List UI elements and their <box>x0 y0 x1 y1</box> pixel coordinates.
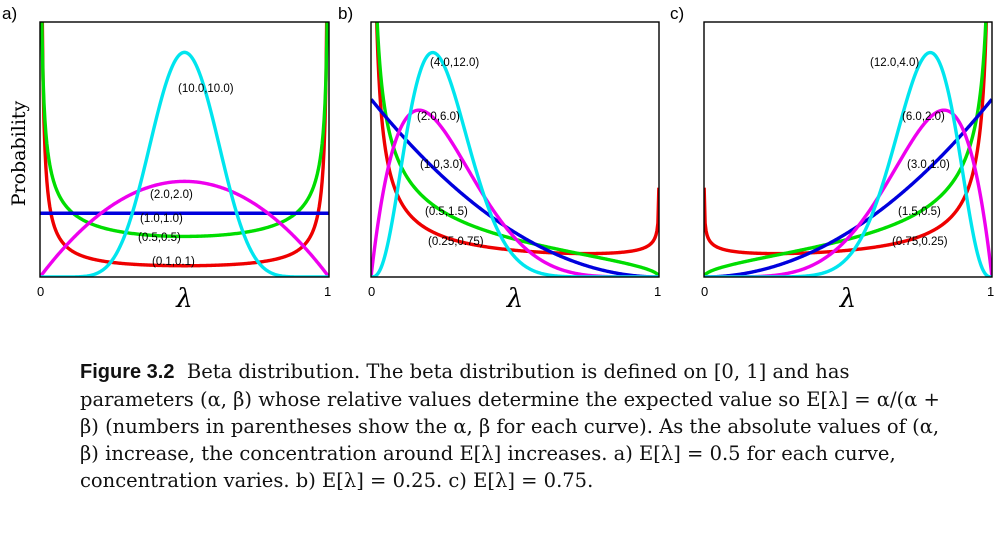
series-line--4-0-12-0- <box>371 50 659 277</box>
series-label: (0.1,0.1) <box>152 256 195 268</box>
x-axis-label: λ <box>175 284 192 314</box>
series-line--0-5-1-5- <box>375 22 659 277</box>
series-line--1-5-0-5- <box>704 22 988 277</box>
series-label: (0.25,0.75) <box>428 236 484 248</box>
caption-label: Figure 3.2 <box>80 361 175 383</box>
caption-text: Beta distribution. The beta distribution… <box>80 360 940 492</box>
series-label: (2.0,2.0) <box>150 189 193 201</box>
plot-frame <box>370 21 660 278</box>
plot-frame <box>39 21 330 278</box>
figure-caption: Figure 3.2 Beta distribution. The beta d… <box>80 358 940 494</box>
series-label: (6.0,2.0) <box>902 111 945 123</box>
series-label: (4.0,12.0) <box>430 57 479 69</box>
series-line--0-1-0-1- <box>40 22 329 268</box>
series-label: (1.5,0.5) <box>898 206 941 218</box>
series-label: (12.0,4.0) <box>870 57 919 69</box>
series-line--3-0-1-0- <box>704 98 992 277</box>
series-line--2-0-2-0- <box>40 179 329 277</box>
x-tick-label-0: 0 <box>368 284 375 299</box>
x-tick-label-0: 0 <box>701 284 708 299</box>
panel-label: b) <box>338 4 353 23</box>
x-tick-label-1: 1 <box>987 284 994 299</box>
series-label: (0.5,1.5) <box>425 206 468 218</box>
panel-label: a) <box>2 4 17 23</box>
series-label: (3.0,1.0) <box>907 159 950 171</box>
x-tick-label-1: 1 <box>654 284 661 299</box>
plot-frame <box>703 21 993 278</box>
series-line--10-0-10-0- <box>40 50 329 277</box>
x-axis-label: λ <box>839 284 856 314</box>
x-tick-label-1: 1 <box>324 284 331 299</box>
x-axis-label: λ <box>506 284 523 314</box>
series-label: (0.5,0.5) <box>138 232 181 244</box>
y-axis-label: Probability <box>8 100 30 206</box>
series-line--1-0-3-0- <box>371 98 659 277</box>
series-label: (10.0,10.0) <box>178 83 234 95</box>
series-line--0-75-0-25- <box>704 22 988 256</box>
series-label: (1.0,3.0) <box>420 159 463 171</box>
series-line--12-0-4-0- <box>704 50 992 277</box>
figure-panels: (0.1,0.1) (0.5,0.5) (1.0,1.0) (2.0,2.0) (10.… <box>2 4 994 314</box>
series-label: (0.75,0.25) <box>892 236 948 248</box>
series-label: (2.0,6.0) <box>417 111 460 123</box>
series-line--0-25-0-75- <box>375 22 659 256</box>
panel-label: c) <box>670 4 684 23</box>
series-label: (1.0,1.0) <box>140 213 183 225</box>
x-tick-label-0: 0 <box>37 284 44 299</box>
